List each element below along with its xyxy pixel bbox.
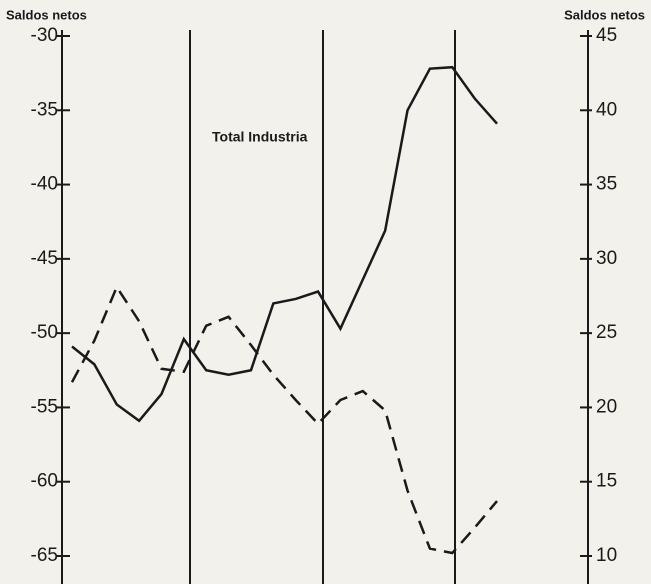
y-tick-label: -50	[31, 322, 58, 343]
series-label: Total Industria	[212, 129, 308, 145]
y-tick-label: -30	[31, 25, 58, 46]
y-tick-label: -55	[31, 396, 58, 417]
y-tick-label: -45	[31, 248, 58, 269]
y2-tick-label: 15	[596, 471, 617, 492]
y2-tick-label: 30	[596, 248, 617, 269]
y-tick-label: -40	[31, 174, 58, 195]
y2-tick-label: 35	[596, 174, 617, 195]
y2-tick-label: 10	[596, 545, 617, 566]
y2-tick-label: 40	[596, 99, 617, 120]
y2-tick-label: 25	[596, 322, 617, 343]
series-line	[70, 284, 498, 555]
y2-tick-label: 20	[596, 396, 617, 417]
y-axis-title: Saldos netos	[6, 7, 87, 22]
y2-tick-label: 45	[596, 25, 617, 46]
y-tick-label: -35	[31, 99, 58, 120]
y2-axis-title: Saldos netos	[564, 7, 645, 22]
series-line	[71, 65, 498, 423]
y-tick-label: -65	[31, 545, 58, 566]
y-tick-label: -60	[31, 471, 58, 492]
